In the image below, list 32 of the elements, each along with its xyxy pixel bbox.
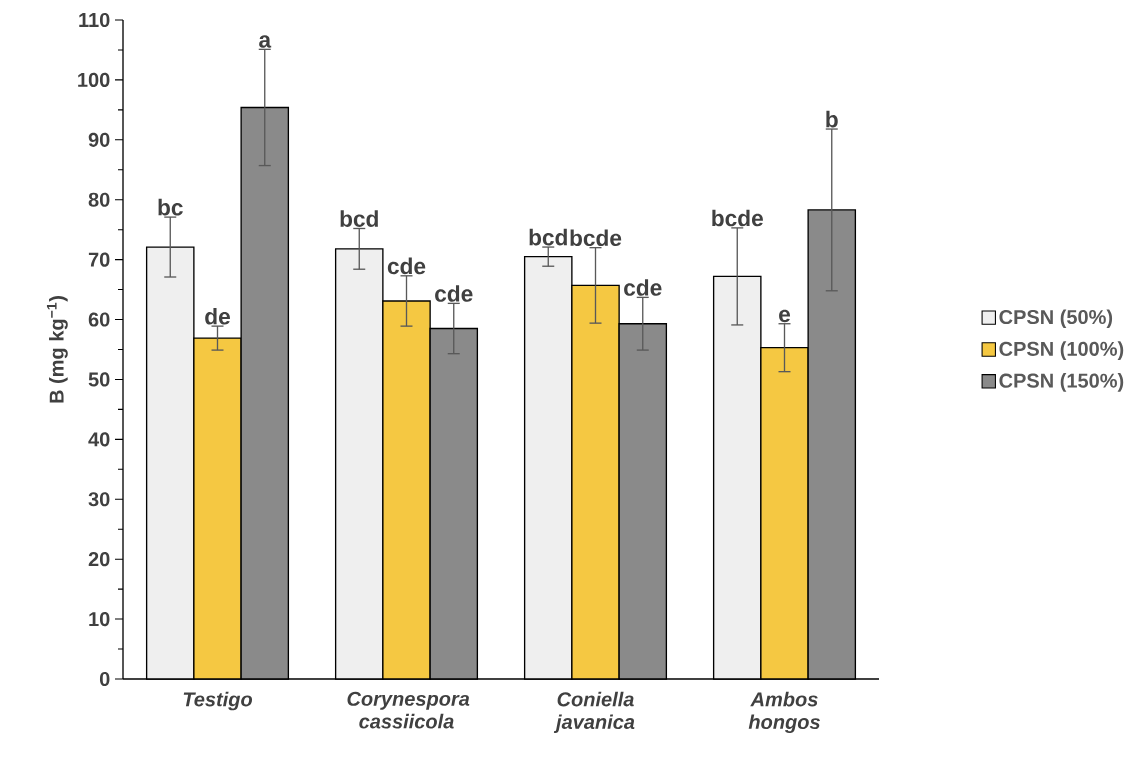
y-tick-label: 50 <box>88 372 110 387</box>
y-tick-label: 60 <box>88 312 110 327</box>
annotation: bcde <box>570 229 622 247</box>
annotation: b <box>826 110 838 128</box>
legend-label: CPSN (100%) <box>999 341 1124 360</box>
y-tick-label: 80 <box>88 192 110 207</box>
x-tick-label: Corynespora cassiicola <box>347 691 470 729</box>
y-tick-label: 100 <box>78 72 110 87</box>
annotation: e <box>779 309 791 323</box>
x-tick-label: Coniella javanica <box>553 691 635 734</box>
annotation: cde <box>435 285 473 302</box>
annotation: bcd <box>529 228 567 246</box>
y-tick-label: 110 <box>79 12 110 28</box>
x-tick-label: Testigo <box>183 691 253 711</box>
annotation: cde <box>624 279 662 296</box>
annotation: de <box>205 307 230 325</box>
annotation: cde <box>387 257 426 275</box>
annotation: bcd <box>340 210 378 227</box>
y-tick-label: 0 <box>99 671 110 687</box>
y-tick-label: 10 <box>89 612 110 627</box>
legend-label: CPSN (150%) <box>999 373 1124 392</box>
annotation: bc <box>158 198 183 216</box>
legend-label: CPSN (50%) <box>999 309 1113 329</box>
y-tick-label: 70 <box>88 252 110 267</box>
y-tick-label: 30 <box>88 492 110 507</box>
annotation: bcde <box>712 209 763 227</box>
x-tick-label: Ambos hongos <box>748 691 820 734</box>
y-tick-label: 20 <box>88 552 110 567</box>
y-tick-label: 90 <box>88 132 110 147</box>
y-tick-label: 40 <box>88 432 110 447</box>
annotation: a <box>259 35 272 48</box>
y-axis-title: B (mg kg$^{−1}$) <box>46 296 68 403</box>
